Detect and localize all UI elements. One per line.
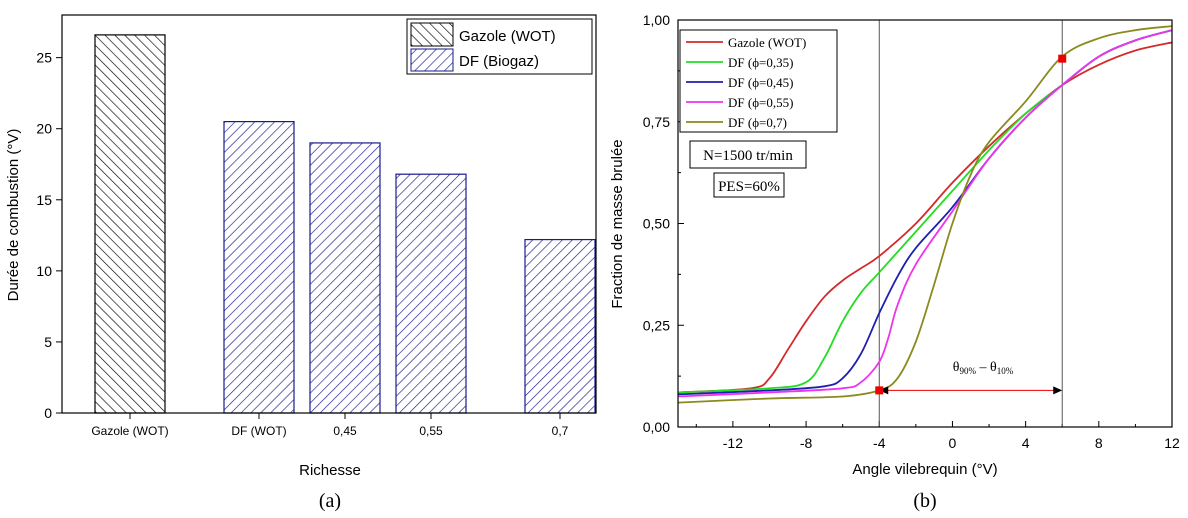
chart-b-ytick-label: 0,75 [643,114,670,130]
chart-b-frame [677,19,1173,428]
annotation-theta-10: θ [990,360,997,375]
chart-a-caption: (a) [319,490,341,512]
chart-a-xtick-label: 0,55 [419,424,443,438]
chart-a-ytick-label: 0 [44,405,52,421]
chart-b-legend-box [679,29,838,133]
annotation-speed: N=1500 tr/min [703,148,793,164]
chart-b-ytick-label: 0,25 [643,317,670,333]
legend-label-1: Gazole (WOT) [728,35,806,50]
annotation-pes-box [713,172,785,198]
chart-b-marker [1058,54,1067,63]
duration-arrow-head-right [1053,386,1063,395]
chart-b-legend: Gazole (WOT) DF (ϕ=0,35) DF (ϕ=0,45) DF (ϕ=… [679,29,838,133]
chart-b-xtick-label: 4 [1022,435,1030,451]
annotation-theta-90: θ [953,360,960,375]
legend-label-gazole: Gazole (WOT) [459,28,556,45]
bar-2 [223,121,295,414]
series-line-5 [678,25,1172,404]
chart-a-xaxis: Gazole (WOT) DF (WOT) 0,45 0,55 0,7 [91,413,569,438]
chart-a-xtick-label: 0,45 [333,424,357,438]
legend-label-4: DF (ϕ=0,55) [728,95,793,110]
chart-a-bars [94,34,596,414]
chart-b: 0,00 0,25 0,50 0,75 1,00 -12 -8 -4 0 4 8 12 Fractio… [609,12,1180,512]
chart-b-ytick-label: 0,50 [643,216,670,232]
annotation-duration: θ90% – θ10% [953,360,1014,376]
chart-b-xtick-label: 12 [1164,435,1180,451]
legend-label-5: DF (ϕ=0,7) [728,115,787,130]
series-line-1 [678,41,1172,394]
series-line-4 [678,29,1172,398]
bar-3 [309,142,381,414]
bar-1 [94,34,166,414]
annotation-sub-10: 10% [997,366,1014,376]
chart-b-xtick-label: -4 [873,435,886,451]
chart-a-ylabel: Durée de combustion (°V) [5,129,22,302]
chart-a-ytick-label: 5 [44,334,52,350]
annotation-pes: PES=60% [718,179,780,195]
chart-b-series [678,25,1172,404]
legend-label-2: DF (ϕ=0,35) [728,55,793,70]
annotation-minus: – [976,360,990,375]
legend-swatch-df-biogaz [410,48,454,72]
chart-a-ytick-label: 20 [36,121,52,137]
chart-b-marker [875,386,884,395]
chart-b-xtick-label: -12 [723,435,743,451]
chart-a-xtick-label: Gazole (WOT) [91,424,168,438]
chart-b-xtick-label: 0 [949,435,957,451]
chart-a-frame [61,14,597,414]
duration-arrow-head-left [879,386,889,395]
legend-label-df-biogaz: DF (Biogaz) [459,53,539,70]
chart-a: 0 5 10 15 20 25 Gazole (WOT) DF (WOT) 0,45 0,55 0… [5,14,597,512]
chart-b-xtick-label: 8 [1095,435,1103,451]
chart-b-vertical-lines [878,20,1063,427]
chart-b-ylabel: Fraction de masse brulée [609,139,626,308]
annotation-speed-box [689,140,807,169]
annotation-sub-90: 90% [960,366,977,376]
chart-b-ytick-label: 0,00 [643,419,670,435]
legend-label-3: DF (ϕ=0,45) [728,75,793,90]
chart-b-caption: (b) [913,490,936,512]
chart-a-yaxis: 0 5 10 15 20 25 [36,50,62,421]
chart-b-markers [875,54,1067,395]
chart-b-xtick-label: -8 [800,435,813,451]
chart-a-legend: Gazole (WOT) DF (Biogaz) [406,18,593,75]
bar-4 [395,173,467,414]
chart-a-ytick-label: 25 [36,50,52,66]
chart-b-axes: 0,00 0,25 0,50 0,75 1,00 -12 -8 -4 0 4 8 12 [643,12,1180,451]
chart-a-ytick-label: 10 [36,263,52,279]
legend-swatch-gazole [410,22,454,47]
chart-b-duration-arrow [879,386,1063,395]
chart-b-xlabel: Angle vilebrequin (°V) [852,461,997,478]
chart-b-ytick-label: 1,00 [643,12,670,28]
chart-a-xtick-label: DF (WOT) [231,424,286,438]
chart-a-xlabel: Richesse [299,462,361,479]
chart-a-xtick-label: 0,7 [552,424,569,438]
chart-a-ytick-label: 15 [36,192,52,208]
bar-5 [524,238,596,414]
